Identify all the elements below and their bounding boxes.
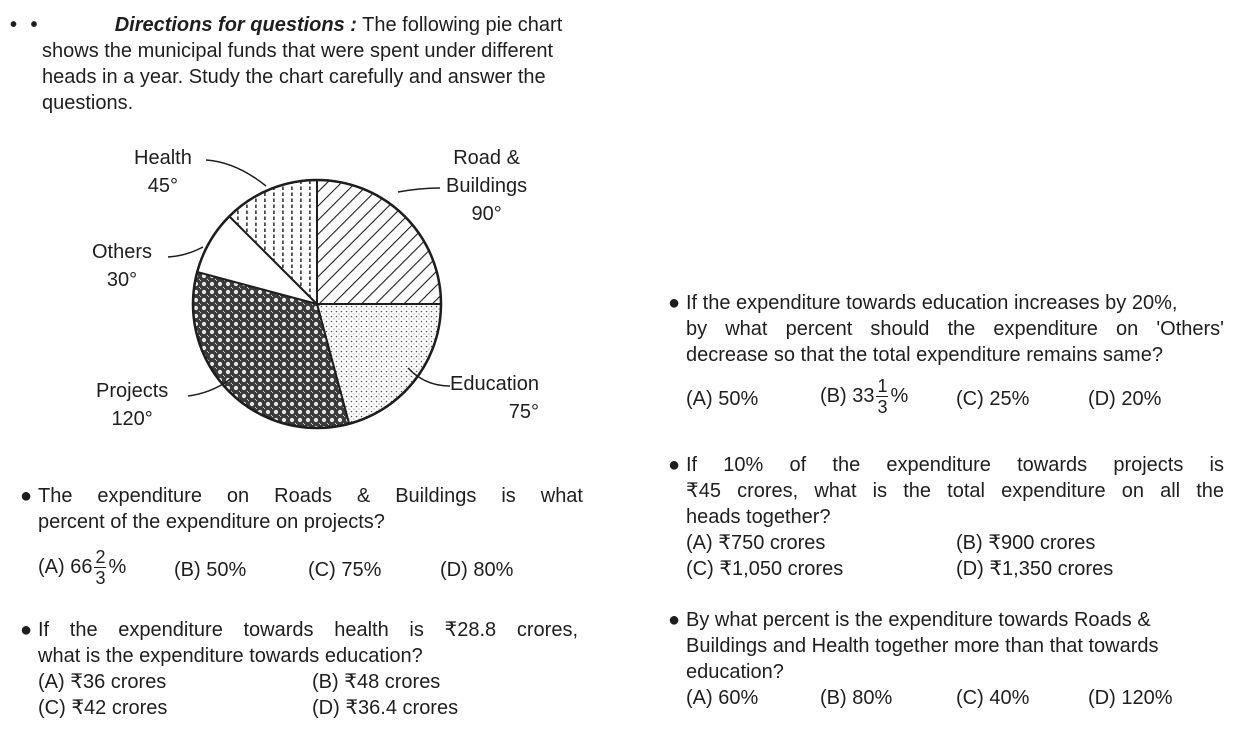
question-2: ● If the expenditure towards health is ₹…	[20, 617, 578, 721]
directions-line-3: heads in a year. Study the chart careful…	[42, 66, 546, 88]
pie-slice-road-buildings	[316, 178, 443, 305]
question-2-options-row-2: (C) ₹42 crores (D) ₹36.4 crores	[38, 695, 578, 721]
question-5-option-a[interactable]: (A) 60%	[686, 687, 759, 709]
label-health-name: Health	[134, 147, 192, 169]
question-1-line-1: The expenditure on Roads & Buildings is …	[38, 485, 583, 507]
question-4-option-b[interactable]: (B) ₹900 crores	[956, 532, 1096, 554]
question-2-line-2: what is the expenditure towards educatio…	[38, 645, 423, 667]
option-b-whole: (B) 33	[820, 384, 875, 407]
directions-title: Directions for questions :	[114, 14, 357, 36]
directions-line-4: questions.	[42, 92, 134, 114]
question-3-option-d[interactable]: (D) 20%	[1088, 388, 1162, 410]
question-4-option-d[interactable]: (D) ₹1,350 crores	[956, 558, 1114, 580]
question-1-option-c[interactable]: (C) 75%	[308, 559, 382, 581]
question-1-bullet: ●	[20, 485, 33, 507]
question-5: ● By what percent is the expenditure tow…	[668, 607, 1224, 711]
question-3-line-2: by what percent should the expenditure o…	[686, 318, 1224, 340]
question-3-line-3: decrease so that the total expenditure r…	[686, 344, 1163, 366]
question-1-option-b[interactable]: (B) 50%	[174, 559, 247, 581]
pie-chart	[167, 159, 451, 430]
question-3-line-1: If the expenditure towards education inc…	[686, 292, 1178, 314]
pie-slices	[191, 178, 443, 430]
leader-line-others	[167, 246, 204, 258]
question-1: ● The expenditure on Roads & Buildings i…	[20, 483, 583, 588]
question-5-options: (A) 60% (B) 80% (C) 40% (D) 120%	[686, 685, 1224, 711]
question-3-bullet: ●	[668, 292, 681, 314]
question-5-line-2: Buildings and Health together more than …	[686, 635, 1159, 657]
label-health-value: 45°	[147, 175, 179, 197]
question-5-line-1: By what percent is the expenditure towar…	[686, 609, 1151, 631]
directions-bullets: • •	[10, 14, 42, 36]
question-5-line-3: education?	[686, 661, 784, 683]
question-5-option-b[interactable]: (B) 80%	[820, 687, 893, 709]
question-4-bullet: ●	[668, 454, 681, 476]
question-2-option-d[interactable]: (D) ₹36.4 crores	[312, 697, 459, 719]
question-4-line-1: If 10% of the expenditure towards projec…	[686, 454, 1224, 476]
label-projects-name: Projects	[96, 380, 169, 402]
label-road-line-1: Road &	[453, 147, 520, 169]
question-4-option-a[interactable]: (A) ₹750 crores	[686, 532, 826, 554]
directions-line-2: shows the municipal funds that were spen…	[42, 40, 554, 62]
label-road-line-2: Buildings	[446, 175, 528, 197]
directions-first-line: • • Directions for questions : The follo…	[10, 12, 630, 38]
label-projects-value: 120°	[111, 408, 153, 430]
leader-lines	[167, 159, 451, 397]
option-a-whole: (A) 66	[38, 555, 93, 578]
fraction-numerator: 1	[876, 376, 889, 397]
question-1-line-2: percent of the expenditure on projects?	[38, 511, 385, 533]
fraction-denominator: 3	[877, 397, 888, 417]
question-3: ● If the expenditure towards education i…	[668, 290, 1224, 420]
question-4-options-row-1: (A) ₹750 crores (B) ₹900 crores	[686, 530, 1224, 556]
label-road-value: 90°	[471, 203, 502, 225]
question-2-option-a[interactable]: (A) ₹36 crores	[38, 671, 167, 693]
question-2-line-1: If the expenditure towards health is ₹28…	[38, 619, 578, 641]
leader-line-education	[407, 367, 451, 387]
question-3-option-a[interactable]: (A) 50%	[686, 388, 759, 410]
leader-line-health	[205, 159, 267, 187]
question-2-option-b[interactable]: (B) ₹48 crores	[312, 671, 441, 693]
pie-outline	[191, 178, 443, 430]
fraction-denominator: 3	[95, 568, 106, 588]
question-5-bullet: ●	[668, 609, 681, 631]
question-3-option-b[interactable]: (B) 33 1 3%	[820, 376, 908, 417]
question-2-option-c[interactable]: (C) ₹42 crores	[38, 697, 168, 719]
label-education: Education 75°	[450, 370, 539, 426]
directions-line-1: The following pie chart	[362, 14, 563, 36]
question-5-option-c[interactable]: (C) 40%	[956, 687, 1030, 709]
label-others-value: 30°	[106, 269, 138, 291]
label-education-name: Education	[450, 373, 539, 395]
question-3-option-c[interactable]: (C) 25%	[956, 388, 1030, 410]
question-4-line-2: ₹45 crores, what is the total expenditur…	[686, 480, 1224, 502]
question-5-option-d[interactable]: (D) 120%	[1088, 687, 1173, 709]
label-health: Health 45°	[134, 144, 192, 200]
label-education-value: 75°	[508, 401, 539, 423]
leader-line-projects	[187, 377, 233, 397]
leader-line-road	[397, 187, 441, 193]
option-b-percent: %	[890, 384, 909, 407]
fraction-numerator: 2	[94, 547, 107, 568]
question-1-option-d[interactable]: (D) 80%	[440, 559, 514, 581]
question-4: ● If 10% of the expenditure towards proj…	[668, 452, 1224, 582]
option-a-percent: %	[108, 555, 127, 578]
label-road-buildings: Road & Buildings 90°	[446, 144, 527, 228]
label-others-name: Others	[92, 241, 153, 263]
question-4-options-row-2: (C) ₹1,050 crores (D) ₹1,350 crores	[686, 556, 1224, 582]
question-1-option-a[interactable]: (A) 66 2 3%	[38, 547, 126, 588]
question-2-bullet: ●	[20, 619, 33, 641]
question-4-option-c[interactable]: (C) ₹1,050 crores	[686, 558, 844, 580]
directions-block: • • Directions for questions : The follo…	[10, 12, 630, 116]
label-projects: Projects 120°	[96, 377, 168, 433]
label-others: Others 30°	[92, 238, 152, 294]
question-4-line-3: heads together?	[686, 506, 831, 528]
question-1-options: (A) 66 2 3% (B) 50% (C) 75% (D) 80%	[38, 547, 583, 588]
question-3-options: (A) 50% (B) 33 1 3% (C) 25% (D) 20%	[686, 376, 1224, 420]
question-2-options-row-1: (A) ₹36 crores (B) ₹48 crores	[38, 669, 578, 695]
